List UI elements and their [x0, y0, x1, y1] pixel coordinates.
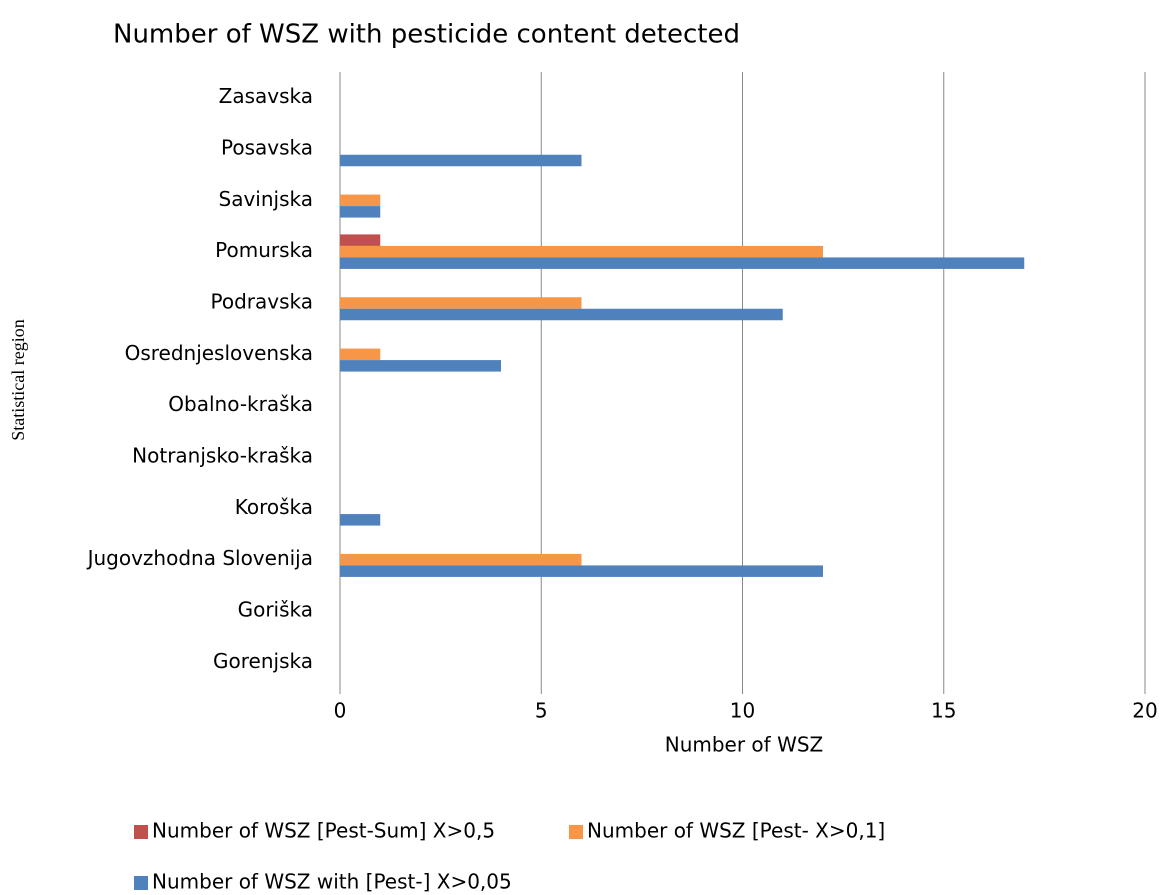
- y-tick-label: Jugovzhodna Slovenija: [86, 546, 313, 570]
- y-tick-label: Zasavska: [219, 84, 313, 108]
- x-tick-label: 10: [730, 699, 755, 723]
- y-tick-label: Notranjsko-kraška: [132, 444, 313, 468]
- y-axis-title: Statistical region: [8, 319, 28, 440]
- x-tick-label: 5: [535, 699, 548, 723]
- bar: [340, 234, 381, 246]
- y-tick-label: Koroška: [235, 495, 313, 519]
- bar: [340, 308, 783, 321]
- bar: [340, 348, 381, 361]
- y-tick-label: Savinjska: [219, 187, 313, 211]
- bar: [340, 553, 582, 566]
- y-tick-label: Gorenjska: [213, 649, 313, 673]
- legend-label: Number of WSZ [Pest- X>0,1]: [587, 819, 885, 843]
- x-tick-label: 20: [1132, 699, 1157, 723]
- legend-label: Number of WSZ [Pest-Sum] X>0,5: [152, 819, 495, 843]
- y-tick-label: Posavska: [221, 136, 313, 160]
- bar: [340, 206, 381, 218]
- y-tick-label: Pomurska: [215, 238, 313, 262]
- x-axis-title: Number of WSZ: [665, 733, 824, 757]
- bar: [340, 154, 582, 167]
- y-tick-label: Podravska: [211, 290, 314, 314]
- y-tick-label: Osrednjeslovenska: [125, 341, 313, 365]
- bar: [340, 245, 823, 258]
- legend-swatch: [134, 825, 148, 839]
- bar: [340, 194, 381, 207]
- x-tick-label: 15: [931, 699, 956, 723]
- legend-label: Number of WSZ with [Pest-] X>0,05: [152, 870, 512, 894]
- bar: [340, 360, 501, 372]
- chart-title: Number of WSZ with pesticide content det…: [113, 20, 740, 50]
- legend-swatch: [569, 825, 583, 839]
- bar: [340, 257, 1025, 269]
- y-tick-label: Obalno-kraška: [168, 392, 313, 416]
- bar: [340, 565, 823, 577]
- legend-swatch: [134, 876, 148, 890]
- x-tick-label: 0: [334, 699, 347, 723]
- bar: [340, 297, 582, 309]
- bar: [340, 514, 381, 526]
- y-tick-label: Goriška: [238, 598, 313, 622]
